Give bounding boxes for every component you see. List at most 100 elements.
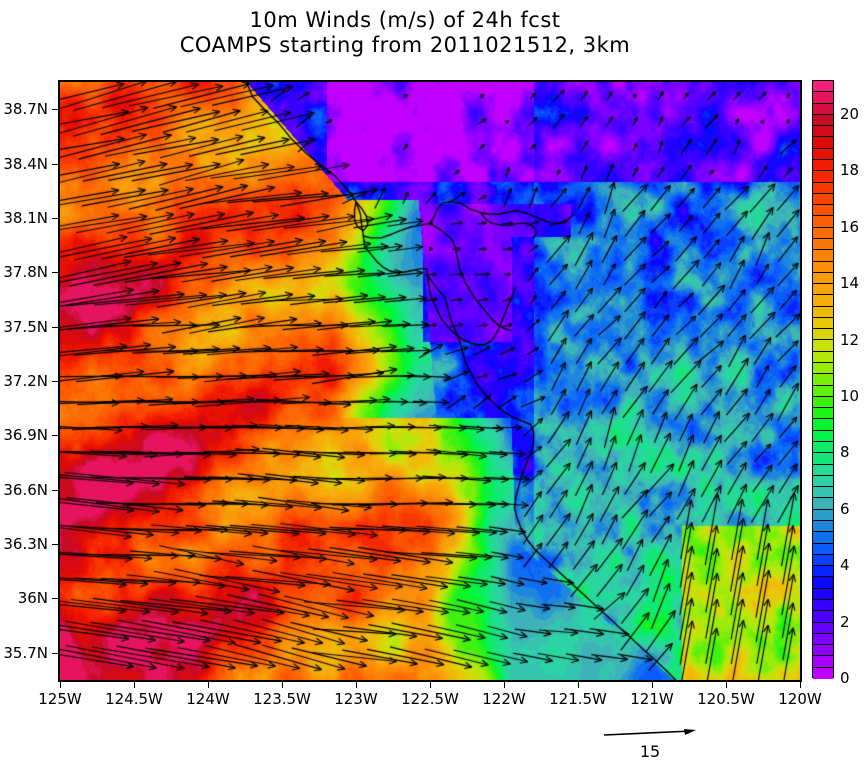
colorbar-tick-label: 8 [840,443,850,462]
y-axis-label: 36.9N [3,426,48,445]
page-title: 10m Winds (m/s) of 24h fcst COAMPS start… [0,8,810,58]
colorbar-cell [813,656,833,668]
colorbar-cell [813,295,833,307]
colorbar-cell [813,216,833,228]
x-axis-label: 125W [38,690,82,708]
vector-key-arrow-icon [603,729,696,736]
y-axis-label: 36.6N [3,480,48,499]
colorbar-cell [813,227,833,239]
y-axis-tick [52,435,58,437]
colorbar-cell [813,351,833,364]
colorbar-cell [813,385,833,397]
colorbar-tick-label: 0 [840,669,850,687]
colorbar-cell [813,566,833,578]
x-axis-tick [652,682,653,688]
x-axis-label: 122.5W [401,690,459,708]
colorbar-cell [813,137,833,149]
colorbar-cell [813,171,833,183]
x-axis-label: 120.5W [697,690,755,708]
colorbar-tick-label: 12 [840,330,860,349]
colorbar-cell [813,340,833,352]
colorbar-cell [813,464,833,476]
y-axis-label: 36.3N [3,535,48,554]
colorbar-cell [813,532,833,544]
y-axis-label: 37.8N [3,263,48,282]
y-axis-label: 36N [17,589,48,608]
colorbar-cell [813,284,833,296]
x-axis-tick [504,682,505,688]
y-axis-label: 38.1N [3,208,48,227]
colorbar-tick-label: 20 [840,104,860,123]
y-axis-label: 38.7N [3,100,48,119]
x-axis-label: 121.5W [549,690,607,708]
colorbar-cell [813,453,833,465]
colorbar-tick-label: 16 [840,217,860,236]
colorbar-cell [813,509,833,521]
x-axis-label: 122W [482,690,526,708]
x-axis-tick [60,682,61,688]
x-axis-tick [282,682,283,688]
x-axis-label: 124.5W [105,690,163,708]
x-axis-tick [726,682,727,688]
y-axis-tick [52,217,58,219]
y-axis-tick [52,326,58,328]
x-axis-tick [430,682,431,688]
colorbar-cell [813,114,833,127]
x-axis-tick [208,682,209,688]
colorbar-cell [813,599,833,612]
colorbar: 0 2 4 6 8 10 12 14 16 18 20 [812,80,859,687]
colorbar-tick-label: 14 [840,274,860,293]
vector-scale-key: 15 [600,726,720,766]
y-axis-tick [52,544,58,546]
y-axis-tick [52,489,58,491]
colorbar-cell [813,633,833,646]
y-axis-label: 37.5N [3,317,48,336]
colorbar-cell [813,543,833,555]
y-axis-tick [52,598,58,600]
y-axis-label: 37.2N [3,372,48,390]
colorbar-tick-label: 2 [840,612,850,631]
colorbar-cell [813,622,833,634]
colorbar-cell [813,487,833,499]
x-axis-tick [578,682,579,688]
y-axis-tick [52,381,58,382]
colorbar-cell [813,577,833,589]
y-axis-tick [52,272,58,274]
colorbar-cell [813,667,833,679]
colorbar-cells [812,80,834,679]
colorbar-cell [813,645,833,657]
colorbar-tick-label: 4 [840,556,850,575]
colorbar-cell [813,250,833,262]
colorbar-cell [813,408,833,420]
colorbar-cell [813,272,833,285]
colorbar-tick-label: 6 [840,499,850,518]
colorbar-tick-label: 18 [840,161,860,180]
colorbar-cell [813,81,833,93]
map-plot-area[interactable] [58,80,802,682]
colorbar-cell [813,363,833,375]
x-axis-label: 121W [630,690,674,708]
title-line-1: 10m Winds (m/s) of 24h fcst [249,8,561,32]
colorbar-cell [813,611,833,623]
colorbar-cell [813,475,833,488]
colorbar-cell [813,238,833,251]
colorbar-cell [813,148,833,160]
vector-key-label: 15 [639,742,661,761]
y-axis-tick [52,163,58,165]
colorbar-cell [813,588,833,600]
y-axis-tick [52,652,58,654]
x-axis-tick [134,682,135,688]
colorbar-cell [813,374,833,386]
colorbar-cell [813,103,833,115]
colorbar-cell [813,317,833,330]
colorbar-cell [813,498,833,510]
y-axis-label: 38.4N [3,154,48,173]
wind-vector-overlay [60,82,800,680]
colorbar-cell [813,419,833,431]
colorbar-cell [813,442,833,454]
colorbar-cell [813,182,833,194]
colorbar-cell [813,430,833,442]
x-axis-tick [356,682,357,688]
colorbar-cell [813,329,833,341]
x-axis-label: 123.5W [253,690,311,708]
